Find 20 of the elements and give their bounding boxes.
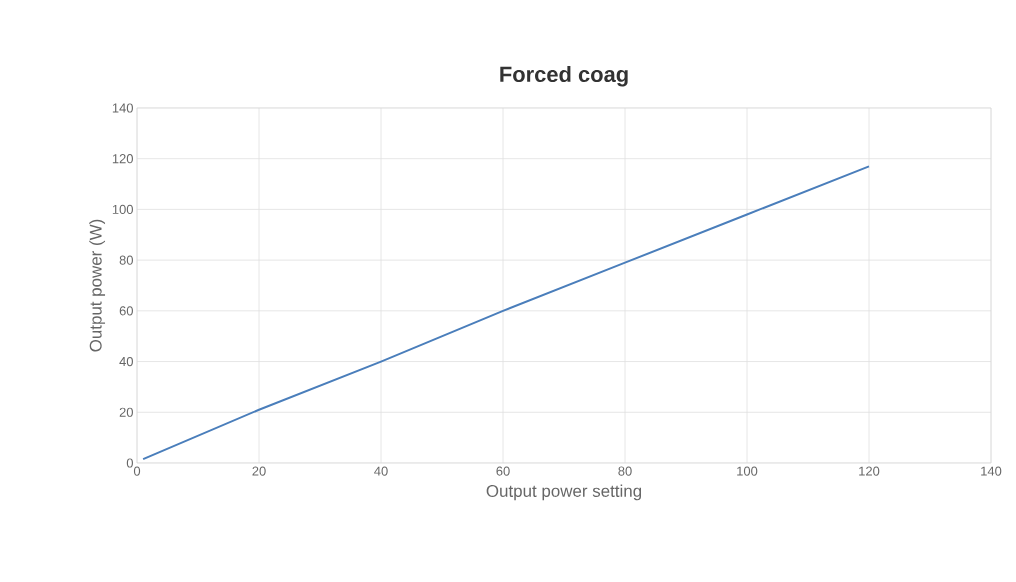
y-tick-label: 20 (119, 407, 133, 417)
x-tick-label: 100 (737, 466, 758, 476)
x-tick-label: 60 (496, 466, 510, 476)
y-tick-label: 120 (112, 154, 133, 164)
y-tick-label: 60 (119, 306, 133, 316)
x-tick-label: 40 (374, 466, 388, 476)
y-tick-label: 0 (126, 458, 133, 468)
x-tick-label: 80 (618, 466, 632, 476)
x-tick-label: 140 (981, 466, 1002, 476)
x-tick-label: 120 (859, 466, 880, 476)
x-tick-label: 0 (133, 466, 141, 476)
y-axis-title: Output power (W) (89, 219, 106, 352)
y-tick-label: 140 (112, 103, 133, 113)
y-tick-label: 80 (119, 255, 133, 265)
x-tick-label: 20 (252, 466, 266, 476)
y-tick-label: 100 (112, 204, 133, 214)
chart-title: Forced coag (500, 65, 628, 87)
line-series (142, 165, 871, 461)
x-axis-title: Output power setting (486, 484, 642, 501)
y-tick-label: 40 (119, 356, 133, 367)
